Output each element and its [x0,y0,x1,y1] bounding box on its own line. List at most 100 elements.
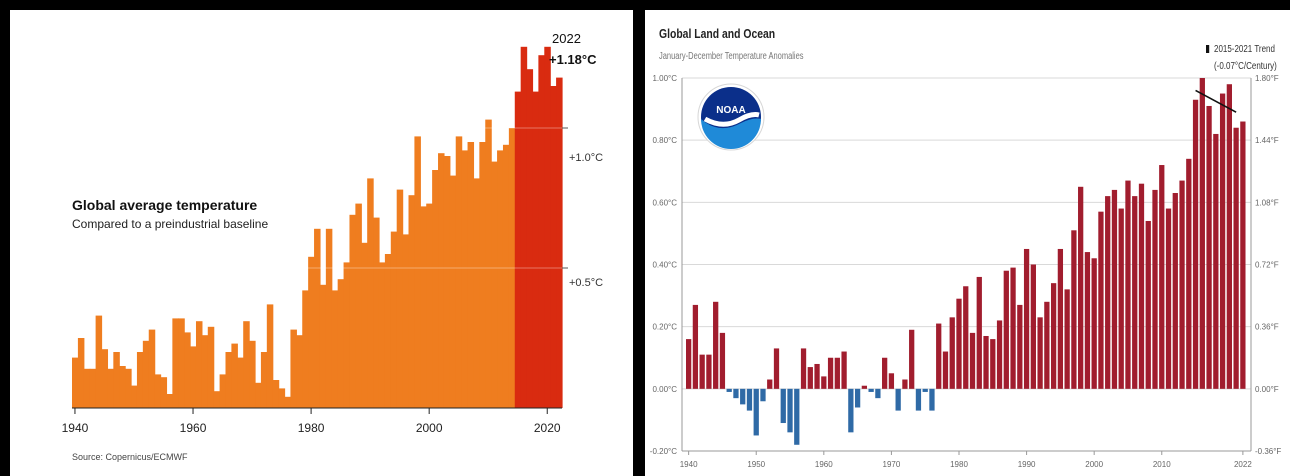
temperature-bar [349,214,356,408]
ytick-label-fahrenheit: 0.00°F [1255,385,1279,394]
temperature-bar [455,136,463,408]
left-ytick-label: +1.0°C [569,152,604,164]
anomaly-bar [1017,304,1023,389]
ytick-label-celsius: 0.20°C [652,323,677,332]
trend-legend-label: 2015-2021 Trend [1214,44,1275,55]
anomaly-bar [1219,93,1226,389]
temperature-bar [195,321,203,408]
left-chart-title: Global average temperature [72,197,258,213]
anomaly-bar [875,388,881,399]
temperature-bar [514,91,522,408]
xtick-label: 2022 [1234,460,1252,469]
temperature-bar [95,315,103,408]
temperature-bar [272,380,280,408]
xtick-label: 2020 [534,421,561,435]
anomaly-bar [895,388,901,411]
anomaly-bar [800,348,807,389]
temperature-bar [502,144,510,409]
anomaly-bar [888,373,895,389]
noaa-logo-text: NOAA [716,105,745,116]
temperature-bar [373,217,380,408]
anomaly-bar [976,276,982,389]
temperature-bar [325,228,333,408]
temperature-bar [473,178,480,408]
anomaly-bar [854,388,861,408]
anomaly-bar [1138,183,1145,389]
anomaly-bar [1226,84,1232,389]
temperature-bar [508,128,516,408]
anomaly-bar [1105,196,1111,389]
anomaly-bar [1010,267,1016,389]
xtick-label: 2000 [416,421,443,435]
temperature-bar [443,156,451,408]
temperature-bar [72,357,79,408]
anomaly-bar [1145,220,1151,389]
temperature-bar [314,228,321,408]
anomaly-bar [963,286,969,389]
ytick-label-fahrenheit: 1.80°F [1255,74,1279,83]
xtick-label: 2010 [1153,460,1171,469]
anomaly-bar [942,351,949,389]
trend-legend-swatch [1206,45,1210,54]
xtick-label: 1960 [815,460,833,469]
temperature-bar [190,346,197,408]
anomaly-bar [902,379,908,389]
temperature-bar [438,153,445,408]
temperature-bar [243,321,250,408]
anomaly-bar [1003,270,1009,389]
anomaly-bar [1037,317,1043,389]
anomaly-bar [1179,180,1185,389]
xtick-label: 1990 [1018,460,1036,469]
trend-line [1195,89,1237,113]
temperature-bar [178,318,185,408]
ytick-label-celsius: 0.60°C [652,198,677,207]
anomaly-bar [1213,133,1219,389]
temperature-bar [378,262,386,408]
anomaly-bar [706,354,712,389]
temperature-bar [225,352,232,408]
anomaly-bar [1098,211,1104,389]
temperature-bar [142,340,150,408]
trend-legend: 2015-2021 Trend (-0.07°C/Century) [1206,41,1277,75]
anomaly-bar [814,363,820,389]
anomaly-bar [1030,264,1036,389]
temperature-bar [290,329,297,408]
temperature-bar [308,256,315,408]
temperature-bar [231,343,238,408]
anomaly-bar [753,388,759,436]
temperature-bar [266,304,274,408]
anomaly-bar [868,388,874,392]
temperature-bar [390,231,398,408]
temperature-bar [485,119,492,408]
right-chart-subtitle: January-December Temperature Anomalies [659,51,804,62]
temperature-bar [538,55,545,408]
left-chart-panel: 1940 1960 1980 2000 2020 Global average temp… [10,10,633,476]
temperature-bar [77,338,85,408]
temperature-bar [89,368,97,408]
anomaly-bar [746,388,753,411]
temperature-bar [296,335,303,408]
xtick-label: 2000 [1085,460,1103,469]
anomaly-bar [1199,78,1205,389]
temperature-bar [119,366,126,408]
anomaly-bar [760,388,766,402]
noaa-logo: NOAA [697,83,765,151]
anomaly-bar [882,357,888,389]
temperature-bar [337,279,345,408]
temperature-bar [166,394,173,408]
temperature-bar [414,136,421,408]
anomaly-bar [1091,258,1097,389]
temperature-bar [384,254,392,408]
anomaly-bar [834,357,840,389]
anomaly-bar [1118,208,1124,389]
temperature-bar [207,326,215,408]
anomaly-bar [861,385,868,389]
ytick-label-celsius: 1.00°C [652,74,677,83]
anomaly-bar [740,388,746,405]
temperature-bar [432,170,439,408]
anomaly-bar [969,332,976,389]
anomaly-bar [922,388,928,392]
anomaly-bar [1192,99,1199,389]
temperature-bar [532,91,539,408]
anomaly-bar [692,304,699,389]
